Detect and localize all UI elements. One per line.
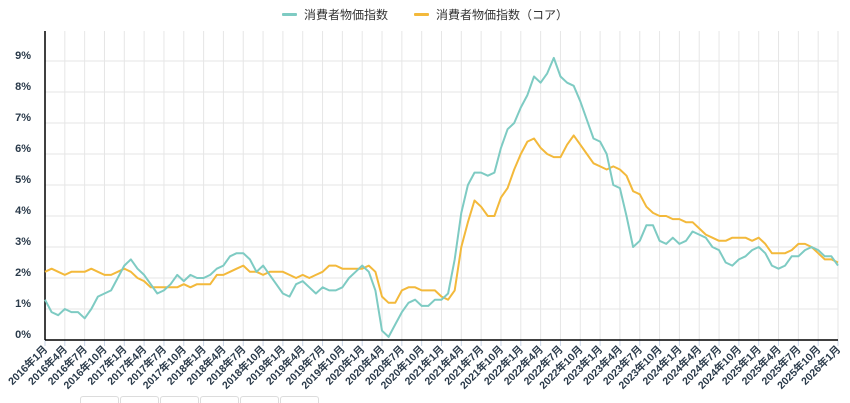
plot-lines [44,56,839,338]
y-tick-label: 9% [15,50,31,62]
y-axis: 0% 1% 2% 3% 4% 5% 6% 7% 8% 9% [15,31,46,341]
y-tick-label: 2% [15,267,31,279]
legend-label: 消費者物価指数 [303,8,388,22]
legend-swatch-icon [281,13,297,16]
y-tick-label: 3% [15,236,31,248]
y-tick-label: 7% [15,112,31,124]
y-tick-label: 6% [15,143,31,155]
legend-label: 消費者物価指数（コア） [436,8,569,22]
y-tick-label: 8% [15,81,31,93]
legend-item-core-cpi[interactable]: 消費者物価指数（コア） [414,6,568,23]
legend-swatch-icon [414,13,429,16]
series-line[interactable] [44,56,839,338]
y-tick-label: 1% [15,298,31,310]
x-axis: 2016年1月2016年4月2016年7月2016年10月2017年1月2017… [5,339,843,392]
y-tick-label: 4% [15,205,31,217]
grid-lines [44,31,839,340]
series-line[interactable] [44,134,839,304]
chart-legend: 消費者物価指数 消費者物価指数（コア） [0,6,850,23]
y-tick-label: 5% [15,174,31,186]
legend-item-cpi[interactable]: 消費者物価指数 [281,6,388,23]
y-tick-label: 0% [15,329,31,341]
